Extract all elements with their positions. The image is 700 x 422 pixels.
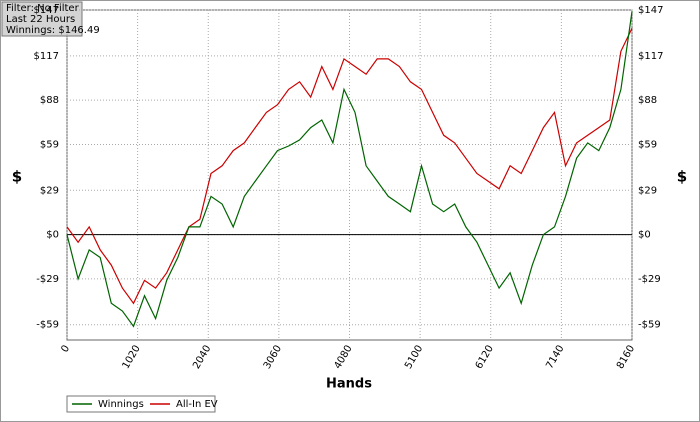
y2-tick-label: $117 xyxy=(638,51,663,62)
x-axis-label: Hands xyxy=(326,377,372,392)
y2-tick-label: $147 xyxy=(638,5,663,16)
info-text: Last 22 Hours xyxy=(6,14,75,25)
y-tick-label: $59 xyxy=(40,139,59,150)
x-tick-label: 0 xyxy=(59,344,72,355)
y2-tick-label: $59 xyxy=(638,139,657,150)
y2-axis-label: $ xyxy=(677,168,687,186)
y-tick-label: $147 xyxy=(34,5,59,16)
y-tick-label: $0 xyxy=(46,230,59,241)
legend-label: Winnings xyxy=(98,399,144,410)
y2-tick-label: $29 xyxy=(638,185,657,196)
y2-tick-label: -$29 xyxy=(638,274,661,285)
y-axis-label: $ xyxy=(12,168,22,186)
y-tick-label: -$59 xyxy=(36,320,59,331)
legend-label: All-In EV xyxy=(176,399,218,410)
y2-tick-label: $88 xyxy=(638,95,657,106)
legend xyxy=(66,395,216,413)
y-tick-label: -$29 xyxy=(36,274,59,285)
y2-tick-label: $0 xyxy=(638,230,651,241)
y-tick-label: $117 xyxy=(34,51,59,62)
y-tick-label: $88 xyxy=(40,95,59,106)
info-text: Filter: No Filter xyxy=(6,3,80,14)
y-tick-label: $29 xyxy=(40,185,59,196)
series-line xyxy=(66,28,633,305)
info-box xyxy=(1,1,83,37)
y2-tick-label: -$59 xyxy=(638,320,661,331)
info-text: Winnings: $146.49 xyxy=(6,25,100,36)
series-line xyxy=(66,11,633,328)
